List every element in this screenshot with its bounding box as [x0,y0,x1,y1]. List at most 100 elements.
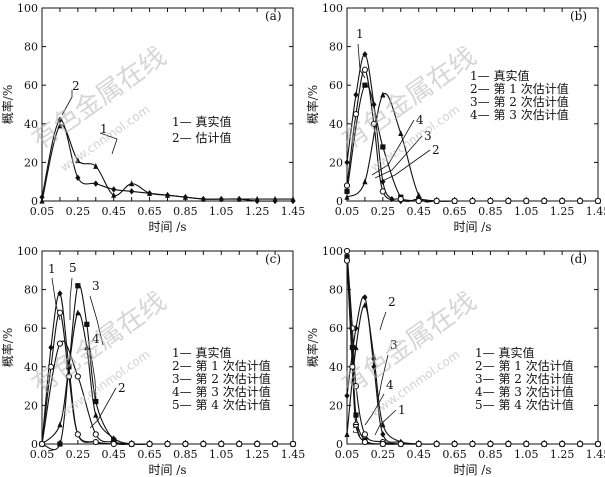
series-1-point [380,178,386,185]
y-axis-title: 概率/% [305,85,320,124]
series-1-curve-label: 1 [398,403,406,417]
x-tick-label: 0.85 [173,205,198,218]
series-4-point [353,412,359,418]
legend-entry: 2— 估计值 [172,130,231,145]
legend-entry: 3— 第 2 次估计值 [172,371,271,386]
y-tick-label: 80 [329,284,343,297]
series-5-point [352,421,360,428]
series-3-point [362,82,368,88]
series-1-curve-label: 1 [356,27,364,41]
series-2-curve-label: 2 [118,381,126,395]
y-axis-title: 概率/% [0,328,15,367]
legend-entry: 2— 第 1 次估计值 [172,358,271,373]
y-tick-label: 40 [24,361,38,374]
series-1-point [353,91,359,99]
series-5-point [469,440,476,448]
series-2-point [146,190,153,197]
series-4-leader [89,347,97,401]
series-3-curve-label: 3 [390,338,398,352]
series-2-point [75,174,81,182]
series-1-leader [99,132,118,155]
x-tick-label: 0.85 [478,448,503,461]
panel-tag: (c) [265,252,281,266]
series-5-point [146,440,153,448]
y-tick-label: 40 [329,361,343,374]
series-5-point [576,440,584,448]
series-5-point [433,440,440,448]
series-2-leader [61,90,73,116]
series-1-leader [374,409,397,436]
series-5-point [361,438,369,446]
y-tick-label: 60 [329,322,343,335]
series-5-point [349,363,356,370]
series-1-curve-label: 1 [100,122,108,136]
series-2-point [344,193,350,200]
panel-d: 0 20 40 60 80 100 0.05 0.25 0.45 0.65 0.85 1.05 1.25… [305,245,605,477]
series-1-point [39,197,45,204]
y-tick-label: 80 [24,41,38,54]
series-5-point [379,440,386,448]
series-4-point [576,197,584,205]
series-5-point [254,440,261,448]
series-5-point [415,440,422,448]
series-5-leader [355,427,361,437]
series-1-point [371,363,377,370]
x-tick-label: 1.45 [281,448,306,461]
y-tick-label: 40 [329,118,343,131]
x-tick-label: 1.25 [550,205,575,218]
series-1-point [57,290,63,297]
series-5-point [505,440,512,448]
legend-entry: 3— 第 2 次估计值 [470,94,569,109]
series-4-point [451,197,458,205]
series-4-leader [371,119,415,176]
series-4-point [343,182,351,189]
x-axis-title: 时间 /s [453,220,491,234]
series-1-point [48,344,54,351]
series-4-point [379,188,386,195]
series-5-point [218,440,225,448]
y-tick-label: 0 [336,438,343,451]
series-1-point [57,122,63,129]
series-3-point [57,441,63,447]
series-4-point [433,197,440,205]
panel-c: 0 20 40 60 80 100 0.05 0.25 0.45 0.65 0.85 1.05 1.25… [0,245,305,477]
series-5-point [271,440,279,448]
x-tick-label: 0.45 [406,448,431,461]
series-5-point [38,440,46,448]
series-1-leader [357,43,366,79]
x-tick-label: 0.85 [173,448,198,461]
series-2-point [272,197,278,205]
legend-entry: 1— 真实值 [470,68,529,83]
x-tick-label: 0.25 [371,448,396,461]
y-tick-label: 100 [17,2,38,15]
series-3-point [380,144,386,150]
series-5-point [541,440,548,448]
y-tick-label: 20 [24,399,38,412]
y-tick-label: 20 [329,156,343,169]
series-2-point [380,421,386,428]
y-axis-title: 概率/% [305,328,320,367]
series-5-point [65,373,72,380]
series-2-leader [379,149,431,183]
series-4-point [523,197,530,205]
series-4-point [487,197,494,205]
y-axis-title: 概率/% [0,85,15,124]
y-tick-label: 100 [17,245,38,258]
series-3-leader [89,295,104,346]
series-1-point [111,192,117,198]
series-2-point [380,91,386,98]
series-2-point [236,195,242,203]
series-4-point [352,111,360,118]
panel-tag: (b) [570,9,587,23]
x-tick-label: 0.85 [478,205,503,218]
y-tick-label: 60 [24,79,38,92]
series-2-point [218,195,224,203]
series-4-point [415,197,422,205]
x-axis-title: 时间 /s [148,220,186,234]
series-2-point [111,186,117,193]
y-tick-label: 0 [31,438,38,451]
series-5-point [182,440,189,448]
x-tick-label: 0.05 [335,448,360,461]
x-axis-title: 时间 /s [148,463,186,477]
